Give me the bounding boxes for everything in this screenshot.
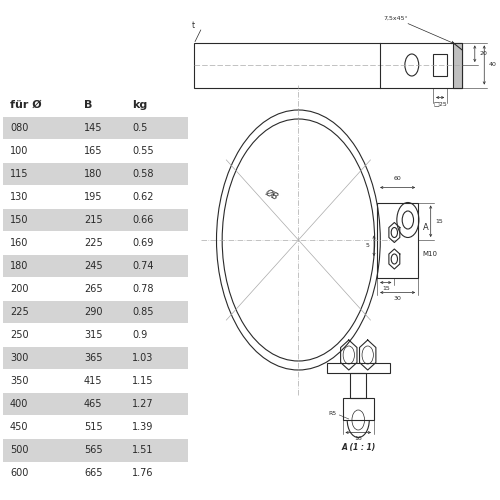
Text: B: B (84, 100, 92, 110)
Text: 5: 5 (366, 244, 370, 248)
Text: 115: 115 (10, 169, 29, 179)
Text: 465: 465 (84, 400, 102, 409)
Bar (2, 348, 188, 370)
Text: 315: 315 (84, 330, 102, 340)
Text: 080: 080 (10, 123, 29, 133)
Text: 150: 150 (10, 215, 29, 225)
Text: 0.66: 0.66 (132, 215, 154, 225)
Text: 400: 400 (10, 400, 29, 409)
Bar (453, 42, 462, 88)
Bar (342, 398, 374, 420)
Text: 290: 290 (84, 308, 102, 318)
Text: für Ø: für Ø (10, 100, 42, 110)
Text: 515: 515 (84, 422, 102, 432)
Text: 1.27: 1.27 (132, 400, 154, 409)
Bar (433, 54, 447, 76)
Text: 7,5x45°: 7,5x45° (384, 16, 408, 21)
Text: 1.03: 1.03 (132, 354, 154, 364)
Text: 130: 130 (10, 192, 29, 202)
Text: 1.15: 1.15 (132, 376, 154, 386)
Bar (2, 163, 188, 185)
Text: 0.55: 0.55 (132, 146, 154, 156)
Text: 250: 250 (10, 330, 29, 340)
Text: 600: 600 (10, 468, 29, 478)
Bar (2, 255, 188, 278)
Text: 350: 350 (10, 376, 29, 386)
Text: kg: kg (132, 100, 147, 110)
Text: 200: 200 (10, 284, 29, 294)
Bar (2, 394, 188, 415)
Text: 1.51: 1.51 (132, 446, 154, 456)
Text: 0.9: 0.9 (132, 330, 147, 340)
Text: 0.5: 0.5 (132, 123, 148, 133)
Text: 0.85: 0.85 (132, 308, 154, 318)
Text: 180: 180 (84, 169, 102, 179)
Text: 0.78: 0.78 (132, 284, 154, 294)
Text: 565: 565 (84, 446, 102, 456)
Text: 145: 145 (84, 123, 102, 133)
Text: 180: 180 (10, 261, 29, 271)
Text: 265: 265 (84, 284, 102, 294)
Text: 215: 215 (84, 215, 102, 225)
Text: 20: 20 (480, 52, 488, 56)
Bar (2, 117, 188, 139)
Bar (2, 301, 188, 324)
Bar (327, 362, 390, 372)
Text: R5: R5 (328, 411, 336, 416)
Text: 15: 15 (436, 219, 443, 224)
Text: A (1 : 1): A (1 : 1) (341, 443, 376, 452)
Text: 225: 225 (10, 308, 29, 318)
Bar (377, 202, 418, 278)
Text: 40: 40 (489, 62, 497, 68)
Text: 0.58: 0.58 (132, 169, 154, 179)
Text: 1.39: 1.39 (132, 422, 154, 432)
Text: 365: 365 (84, 354, 102, 364)
Text: 225: 225 (84, 238, 102, 248)
Text: 500: 500 (10, 446, 29, 456)
Text: 160: 160 (10, 238, 29, 248)
Text: 30: 30 (394, 296, 402, 301)
Text: 415: 415 (84, 376, 102, 386)
Text: 0.69: 0.69 (132, 238, 154, 248)
Text: A: A (423, 223, 428, 232)
Bar (2, 440, 188, 462)
Text: 1.76: 1.76 (132, 468, 154, 478)
Bar (453, 42, 462, 88)
Bar (194, 42, 462, 88)
Text: t: t (192, 20, 194, 30)
Text: 245: 245 (84, 261, 102, 271)
Text: 16: 16 (354, 436, 362, 441)
Bar (350, 372, 366, 398)
Text: 195: 195 (84, 192, 102, 202)
Text: 300: 300 (10, 354, 29, 364)
Text: □25: □25 (434, 101, 447, 106)
Bar (2, 209, 188, 231)
Text: 15: 15 (382, 286, 390, 291)
Text: 60: 60 (394, 176, 402, 181)
Text: M10: M10 (423, 252, 438, 258)
Text: 0.74: 0.74 (132, 261, 154, 271)
Text: 100: 100 (10, 146, 29, 156)
Text: 665: 665 (84, 468, 102, 478)
Text: 450: 450 (10, 422, 29, 432)
Text: 0.62: 0.62 (132, 192, 154, 202)
Text: ØB: ØB (264, 188, 280, 202)
Text: 165: 165 (84, 146, 102, 156)
